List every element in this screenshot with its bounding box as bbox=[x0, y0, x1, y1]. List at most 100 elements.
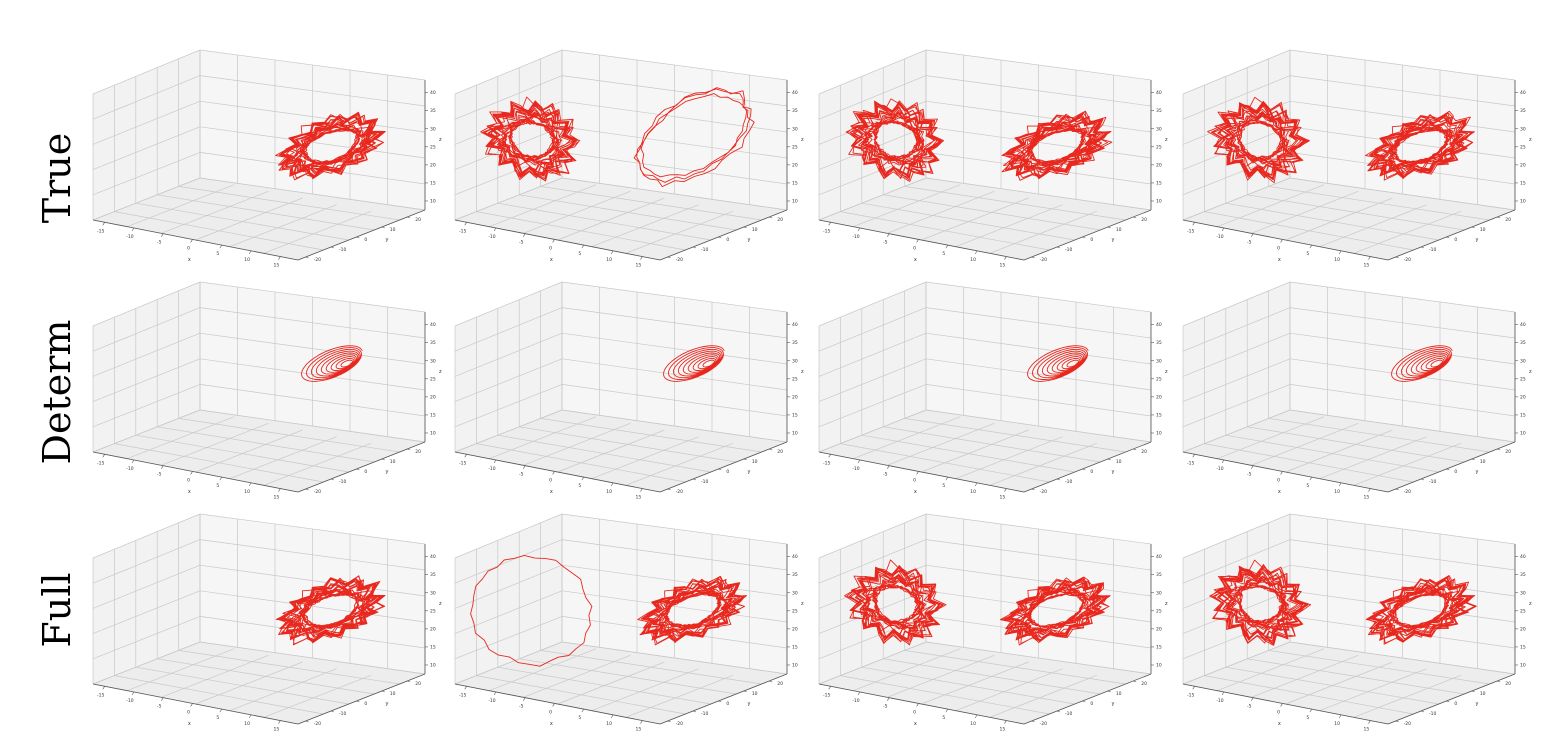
grid-line bbox=[1289, 539, 1516, 571]
z-axis-label: z bbox=[1529, 137, 1532, 143]
y-tick bbox=[356, 236, 360, 239]
z-tick-label: 10 bbox=[430, 662, 436, 668]
y-tick-label: -20 bbox=[314, 257, 321, 263]
grid-line bbox=[883, 194, 1101, 231]
x-tick bbox=[974, 714, 978, 719]
x-tick bbox=[464, 454, 467, 458]
grid-line bbox=[454, 539, 563, 584]
grid-line bbox=[1217, 648, 1325, 691]
grid-line bbox=[199, 409, 426, 443]
x-tick bbox=[828, 686, 831, 690]
grid-line bbox=[540, 186, 762, 221]
y-axis-label: y bbox=[1112, 237, 1115, 243]
grid-line bbox=[454, 513, 563, 559]
grid-line bbox=[476, 675, 686, 715]
x-tick bbox=[887, 697, 890, 701]
x-tick-label: 15 bbox=[1364, 727, 1370, 733]
x-tick-label: -15 bbox=[823, 460, 830, 466]
grid-line bbox=[178, 418, 400, 453]
z-tick-label: 30 bbox=[430, 126, 436, 132]
z-tick-label: 25 bbox=[792, 608, 798, 614]
x-tick-label: 10 bbox=[970, 257, 976, 263]
y-axis-line bbox=[659, 673, 788, 725]
grid-line bbox=[92, 177, 201, 221]
grid-line bbox=[127, 416, 235, 459]
x-tick-label: 15 bbox=[1000, 727, 1006, 733]
x-axis-line bbox=[92, 683, 299, 725]
grid-line bbox=[92, 384, 201, 428]
x-tick-label: -5 bbox=[157, 704, 162, 710]
pane-left bbox=[819, 50, 926, 220]
z-tick-label: 35 bbox=[430, 108, 436, 114]
grid-line bbox=[476, 443, 686, 483]
x-tick bbox=[278, 256, 281, 260]
y-tick-label: -20 bbox=[1404, 489, 1411, 495]
y-tick bbox=[330, 478, 335, 481]
z-tick-label: 30 bbox=[1156, 126, 1162, 132]
x-tick-label: -10 bbox=[126, 698, 133, 704]
x-tick bbox=[857, 227, 861, 232]
x-axis-line bbox=[818, 451, 1025, 493]
grid-line bbox=[157, 426, 375, 463]
x-tick bbox=[1251, 465, 1254, 469]
y-tick-label: 10 bbox=[752, 691, 758, 697]
x-axis-line bbox=[818, 219, 1025, 261]
z-tick-label: 10 bbox=[1156, 662, 1162, 668]
grid-line bbox=[557, 197, 665, 241]
y-tick-label: -10 bbox=[701, 479, 708, 485]
x-axis-label: x bbox=[914, 721, 917, 727]
grid-line bbox=[925, 75, 1152, 107]
grid-line bbox=[625, 443, 733, 486]
x-tick bbox=[610, 714, 614, 719]
grid-line bbox=[1289, 177, 1516, 211]
grid-line bbox=[1182, 75, 1291, 120]
y-tick-label: -20 bbox=[1040, 489, 1047, 495]
y-tick bbox=[769, 448, 773, 451]
x-tick bbox=[161, 697, 164, 701]
grid-line bbox=[925, 513, 1152, 545]
pane-left bbox=[93, 50, 200, 220]
x-axis-label: x bbox=[1278, 721, 1281, 727]
grid-line bbox=[925, 409, 1152, 443]
grid-line bbox=[1182, 384, 1291, 428]
grid-line bbox=[178, 650, 400, 685]
x-tick-label: -10 bbox=[126, 234, 133, 240]
y-axis-line bbox=[297, 209, 426, 261]
z-axis-label: z bbox=[1529, 369, 1532, 375]
grid-line bbox=[853, 648, 961, 691]
z-tick-label: 15 bbox=[1520, 644, 1526, 650]
z-tick-label: 15 bbox=[1156, 180, 1162, 186]
x-tick bbox=[974, 250, 978, 255]
z-tick-label: 15 bbox=[1520, 412, 1526, 418]
x-tick bbox=[1338, 714, 1342, 719]
y-tick bbox=[330, 246, 335, 249]
z-tick-label: 20 bbox=[1156, 394, 1162, 400]
grid-line bbox=[1247, 426, 1465, 463]
grid-line bbox=[561, 100, 788, 133]
x-axis-line bbox=[454, 683, 661, 725]
y-tick bbox=[1497, 448, 1501, 451]
x-tick bbox=[1004, 488, 1007, 492]
y-tick-label: 10 bbox=[1116, 691, 1122, 697]
z-tick-label: 15 bbox=[792, 180, 798, 186]
trajectory-right bbox=[275, 575, 386, 646]
x-tick-label: -10 bbox=[852, 466, 859, 472]
y-tick-label: 20 bbox=[415, 217, 421, 223]
grid-line bbox=[263, 443, 371, 486]
grid-line bbox=[135, 666, 349, 705]
grid-line bbox=[1251, 655, 1359, 698]
grid-line bbox=[157, 194, 375, 231]
x-tick bbox=[248, 250, 252, 255]
trajectory-right bbox=[637, 575, 747, 646]
y-tick bbox=[1107, 458, 1111, 461]
y-tick bbox=[381, 458, 385, 461]
grid-line bbox=[818, 409, 927, 453]
x-tick bbox=[1192, 222, 1195, 226]
grid-line bbox=[199, 513, 426, 545]
z-tick-label: 25 bbox=[1156, 608, 1162, 614]
grid-line bbox=[454, 590, 563, 634]
